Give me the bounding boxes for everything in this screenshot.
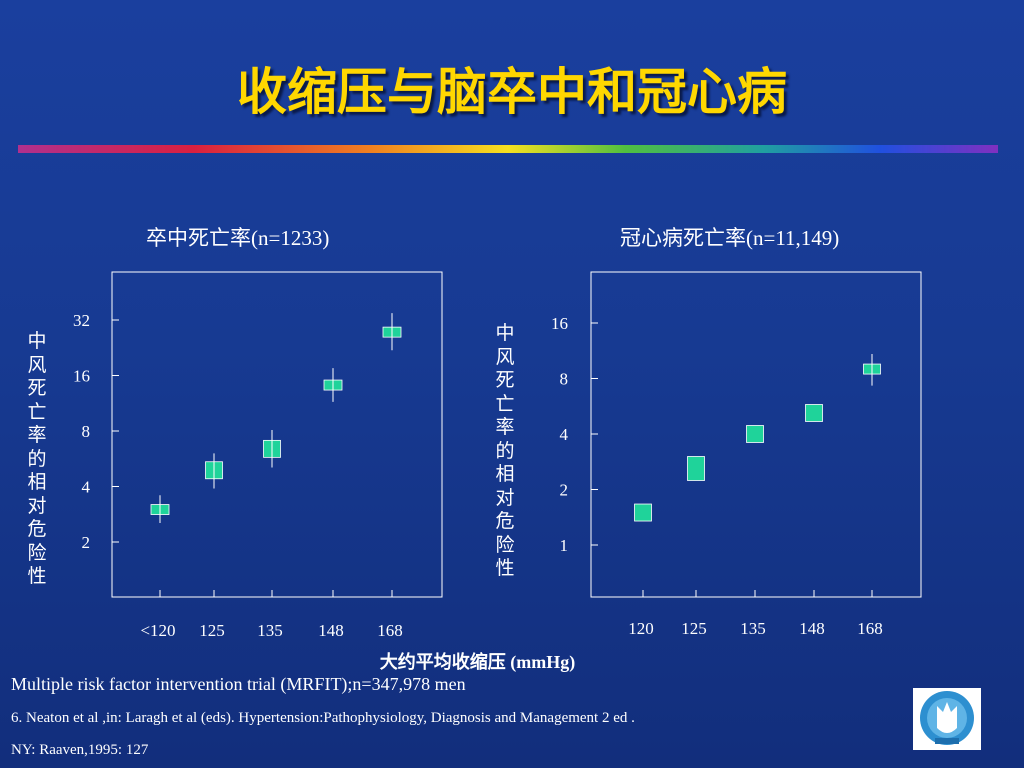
y-tick-label: 16 — [73, 367, 90, 386]
chd-chart-marks: 1 2 4 8 16 120 125 135 148 168 — [551, 314, 883, 638]
y-tick-label: 16 — [551, 314, 568, 333]
footnote-study: Multiple risk factor intervention trial … — [11, 674, 466, 694]
y-tick-label: 2 — [82, 533, 91, 552]
y-tick-label: 8 — [82, 422, 91, 441]
y-tick-label: 32 — [73, 311, 90, 330]
x-tick-label: 168 — [377, 621, 403, 640]
y-tick-label: 4 — [560, 425, 569, 444]
chd-y-axis-label: 中风死亡率的相对危险性 — [495, 322, 515, 579]
x-tick-label: 135 — [257, 621, 283, 640]
y-tick-label: 4 — [82, 478, 91, 497]
x-tick-label: 125 — [681, 619, 707, 638]
y-tick-label: 8 — [560, 370, 569, 389]
chd-chart-title: 冠心病死亡率(n=11,149) — [620, 226, 840, 250]
y-tick-label: 1 — [560, 536, 569, 555]
stroke-y-axis-label: 中风死亡率的相对危险性 — [27, 330, 47, 587]
x-tick-label: 135 — [740, 619, 766, 638]
data-point-marker — [634, 503, 652, 522]
slide-title: 收缩压与脑卒中和冠心病 — [237, 62, 787, 121]
x-tick-label: 120 — [628, 619, 654, 638]
y-tick-label: 2 — [560, 481, 569, 500]
x-tick-label: 125 — [199, 621, 225, 640]
data-point-marker — [687, 456, 705, 481]
stroke-chart-marks: 2 4 8 16 32 <120 125 135 148 168 — [73, 311, 403, 640]
x-tick-label: 148 — [799, 619, 825, 638]
x-tick-label: 168 — [857, 619, 883, 638]
footnote-reference: 6. Neaton et al ,in: Laragh et al (eds).… — [11, 710, 635, 726]
hospital-logo-icon — [913, 688, 981, 750]
rainbow-divider — [18, 145, 998, 153]
stroke-chart-title: 卒中死亡率(n=1233) — [146, 226, 330, 250]
stroke-plot-frame — [111, 271, 443, 598]
data-point-marker — [805, 404, 823, 422]
data-point-marker — [746, 425, 764, 443]
x-axis-title: 大约平均收缩压 (mmHg) — [379, 652, 576, 672]
footnote-publisher: NY: Raaven,1995: 127 — [11, 742, 149, 758]
x-tick-label: <120 — [140, 621, 175, 640]
x-tick-label: 148 — [318, 621, 344, 640]
